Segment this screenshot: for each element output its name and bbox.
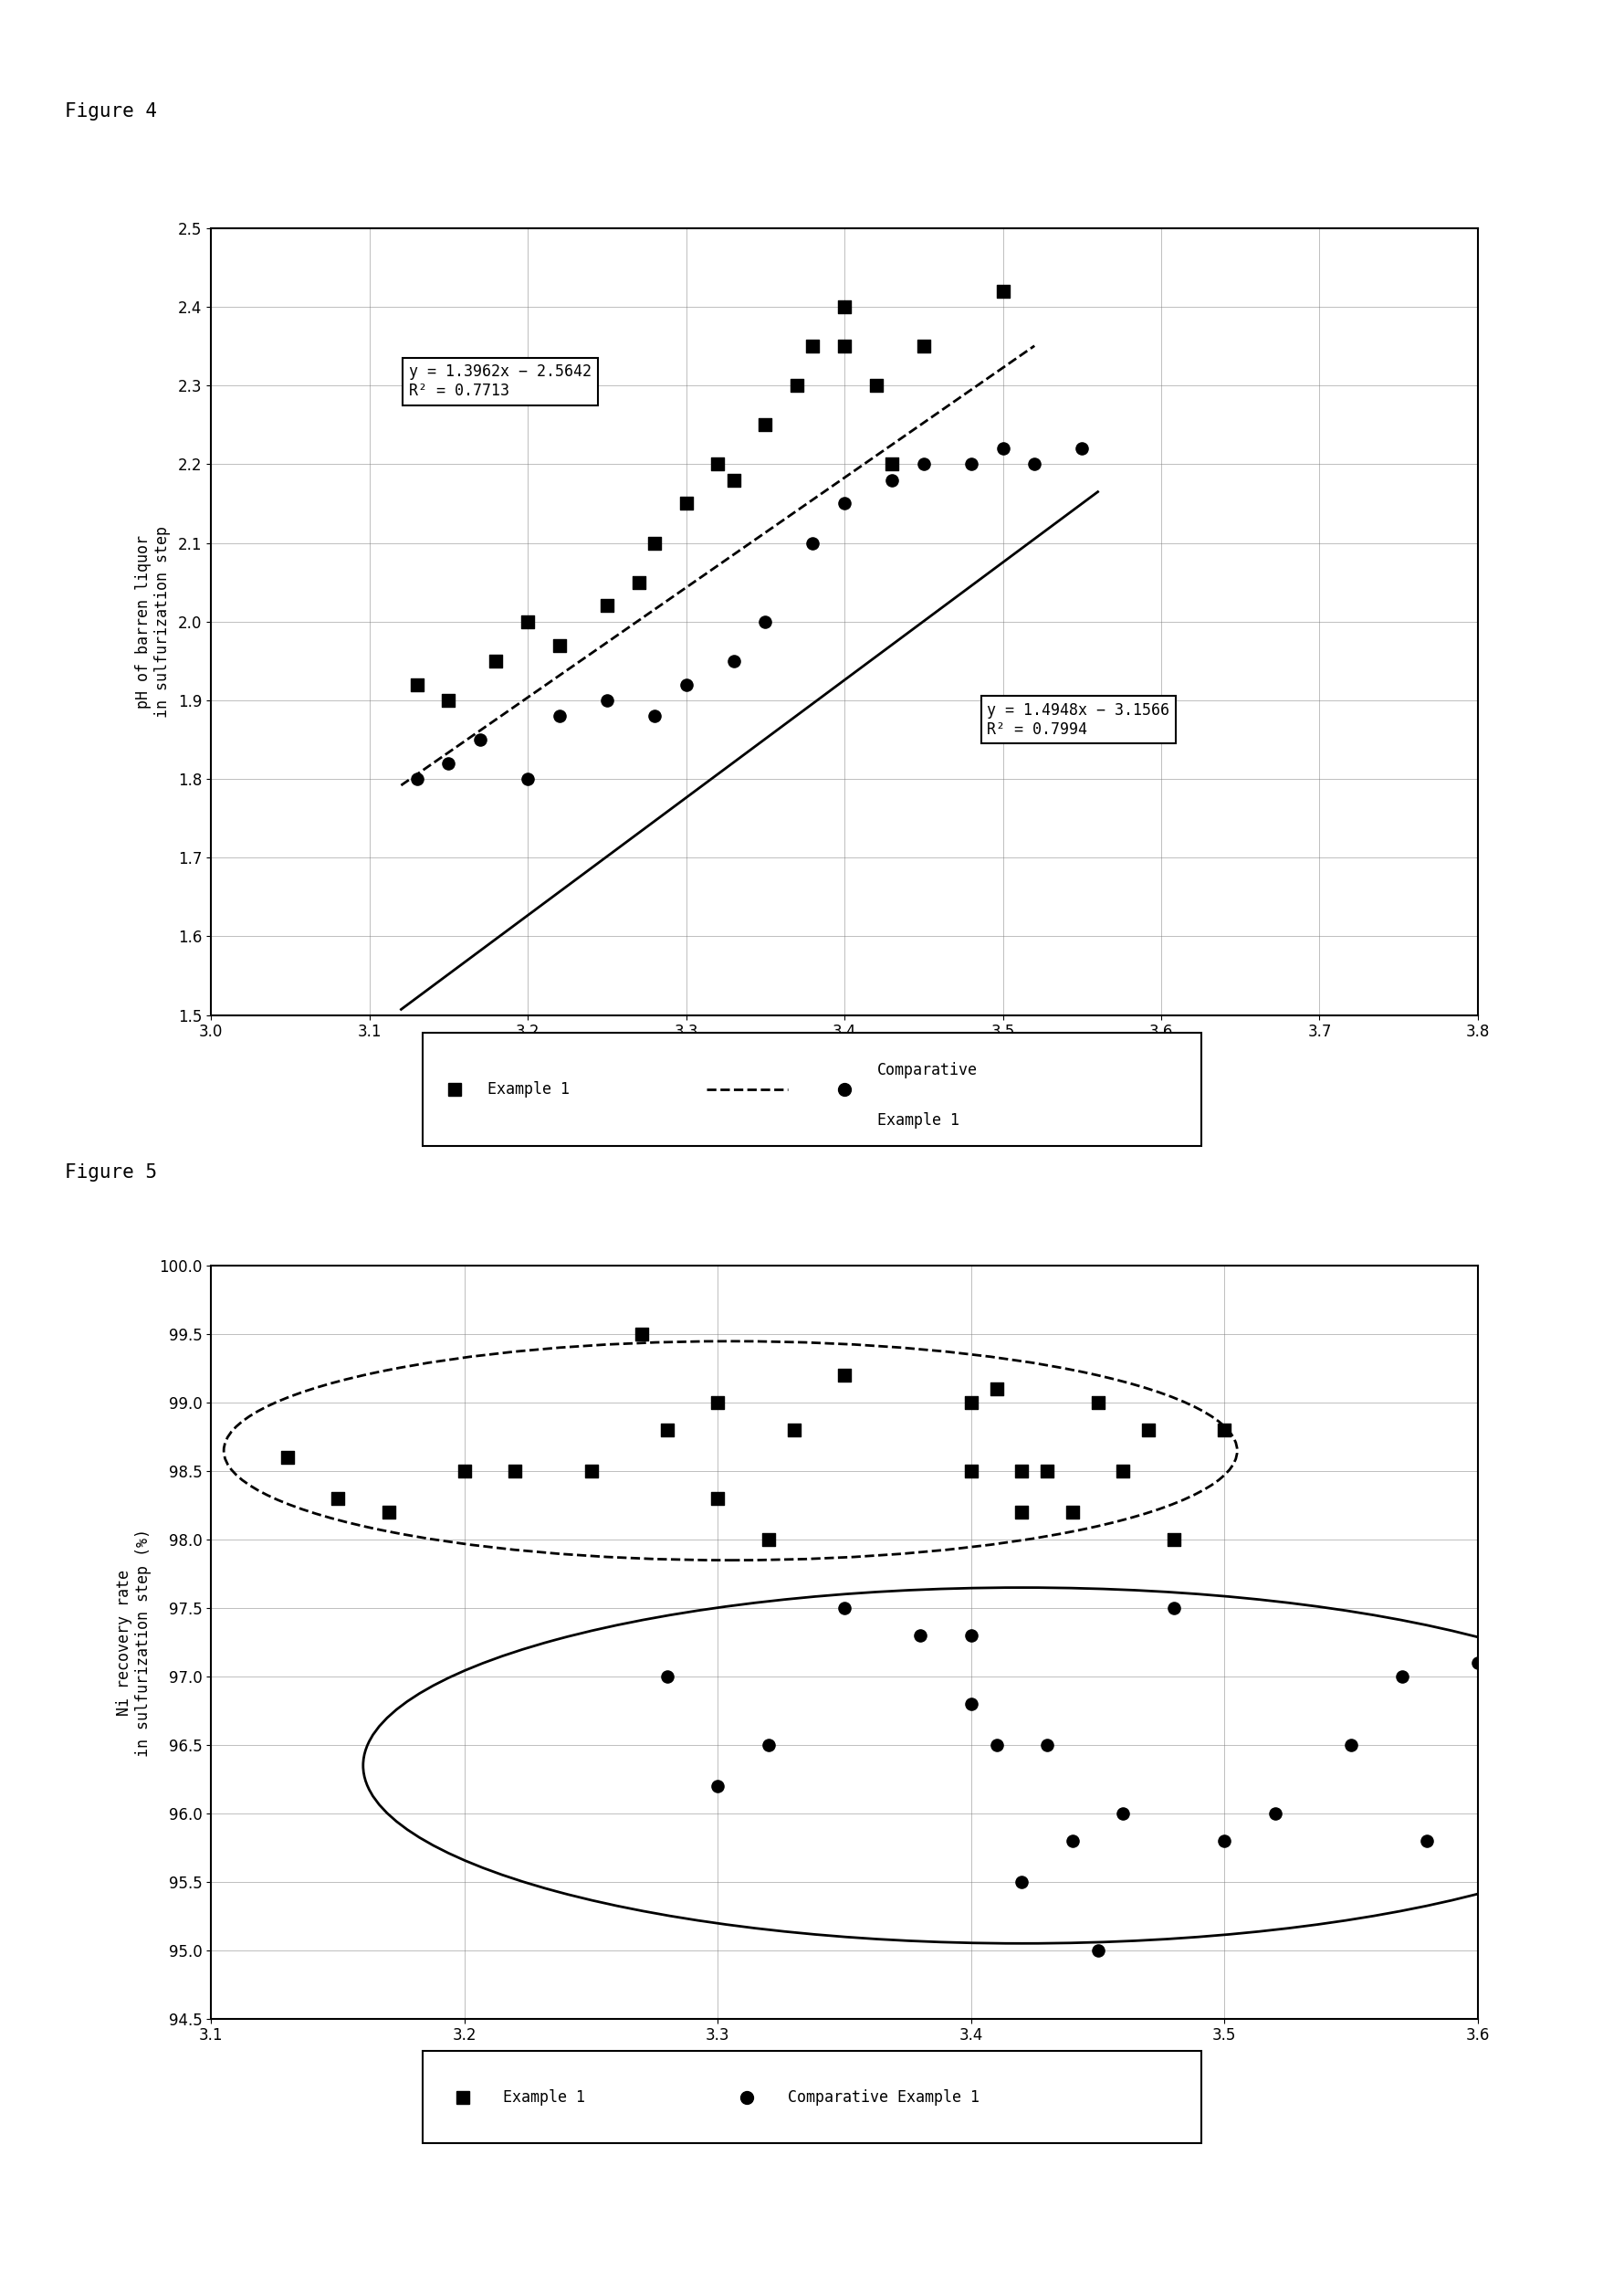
Point [628, 1316, 654, 1353]
X-axis label: pH of starting solution in sulfurization step: pH of starting solution in sulfurization… [620, 1047, 1069, 1065]
Point [1161, 1590, 1187, 1626]
Point [1034, 1727, 1060, 1763]
Point [468, 721, 494, 757]
Point [781, 1412, 807, 1448]
Point [831, 328, 857, 365]
Point [404, 666, 430, 703]
Point [908, 1617, 934, 1654]
Point [1009, 1494, 1034, 1531]
Point [1059, 1494, 1085, 1531]
Text: Comparative Example 1: Comparative Example 1 [788, 2089, 979, 2105]
Point [721, 461, 747, 497]
Text: Figure 4: Figure 4 [65, 103, 158, 121]
Point [1212, 1412, 1237, 1448]
Point [752, 406, 778, 443]
Point [831, 486, 857, 522]
Text: Example 1: Example 1 [503, 2089, 586, 2105]
Point [1059, 1823, 1085, 1859]
Point [435, 746, 461, 782]
Point [958, 1617, 984, 1654]
Point [594, 682, 620, 719]
Y-axis label: pH of barren liquor
in sulfurization step: pH of barren liquor in sulfurization ste… [135, 525, 171, 719]
Point [451, 1453, 477, 1489]
Point [515, 602, 541, 639]
Point [831, 1357, 857, 1394]
Point [879, 445, 905, 481]
Point [1338, 1727, 1364, 1763]
Point [1111, 1453, 1137, 1489]
Point [654, 1412, 680, 1448]
Point [755, 1727, 781, 1763]
Point [274, 1439, 300, 1476]
Point [641, 525, 667, 561]
Text: Example 1: Example 1 [877, 1113, 960, 1129]
Point [958, 1686, 984, 1722]
Point [625, 563, 651, 600]
Point [1212, 1823, 1237, 1859]
Point [911, 445, 937, 481]
Point [1135, 1412, 1161, 1448]
Point [484, 643, 510, 680]
Point [404, 760, 430, 796]
Point [784, 367, 810, 404]
Point [721, 643, 747, 680]
Point [958, 1385, 984, 1421]
Point [864, 367, 890, 404]
Point [375, 1494, 401, 1531]
FancyBboxPatch shape [422, 1033, 1202, 1145]
Point [641, 698, 667, 734]
Point [755, 1521, 781, 1558]
Point [674, 666, 700, 703]
Point [1389, 1658, 1415, 1695]
Point [705, 445, 731, 481]
Point [831, 287, 857, 324]
Point [578, 1453, 604, 1489]
Text: y = 1.3962x − 2.5642
R² = 0.7713: y = 1.3962x − 2.5642 R² = 0.7713 [409, 365, 591, 399]
Point [1009, 1453, 1034, 1489]
Text: Example 1: Example 1 [487, 1081, 570, 1097]
Point [1262, 1795, 1288, 1832]
Point [752, 602, 778, 639]
Point [705, 1768, 731, 1804]
Point [1415, 1823, 1440, 1859]
Text: Figure 5: Figure 5 [65, 1163, 158, 1182]
Point [547, 627, 573, 664]
X-axis label: pH of starting solution in sulfurization step: pH of starting solution in sulfurization… [620, 2051, 1069, 2069]
Point [801, 525, 827, 561]
Point [984, 1727, 1010, 1763]
Point [515, 760, 541, 796]
Point [831, 1590, 857, 1626]
Point [1009, 1864, 1034, 1900]
Point [984, 1371, 1010, 1407]
Point [991, 431, 1017, 468]
Point [674, 486, 700, 522]
Point [801, 328, 827, 365]
Point [1085, 1385, 1111, 1421]
Point [654, 1658, 680, 1695]
Point [1111, 1795, 1137, 1832]
Text: y = 1.4948x − 3.1566
R² = 0.7994: y = 1.4948x − 3.1566 R² = 0.7994 [987, 703, 1169, 737]
FancyBboxPatch shape [422, 2051, 1202, 2144]
Point [879, 461, 905, 497]
Point [435, 682, 461, 719]
Text: Comparative: Comparative [877, 1063, 978, 1079]
Point [1085, 1932, 1111, 1969]
Point [911, 328, 937, 365]
Point [1069, 431, 1095, 468]
Point [705, 1385, 731, 1421]
Point [594, 588, 620, 625]
Point [958, 445, 984, 481]
Point [1034, 1453, 1060, 1489]
Point [547, 698, 573, 734]
Point [502, 1453, 528, 1489]
Point [991, 274, 1017, 310]
Point [325, 1480, 351, 1517]
Point [1161, 1521, 1187, 1558]
Point [1465, 1645, 1491, 1681]
Y-axis label: Ni recovery rate
in sulfurization step (%): Ni recovery rate in sulfurization step (… [115, 1528, 151, 1756]
Point [1021, 445, 1047, 481]
Point [958, 1453, 984, 1489]
Point [705, 1480, 731, 1517]
